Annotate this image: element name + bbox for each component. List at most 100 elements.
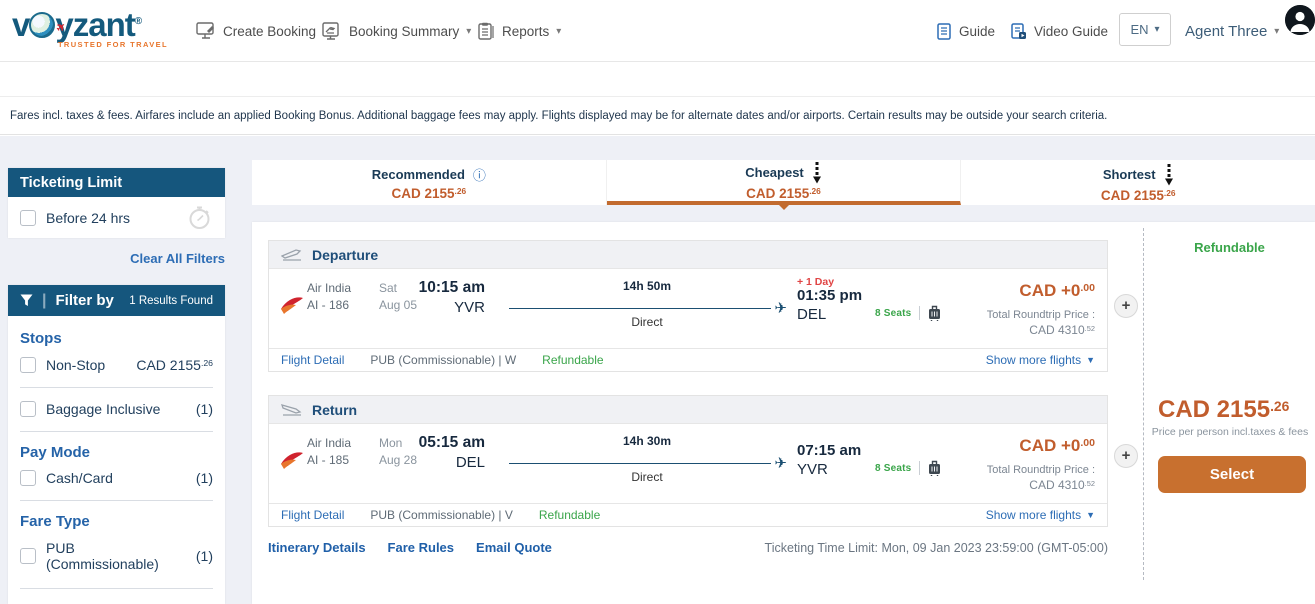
seats-info: 8 Seats: [875, 460, 941, 476]
return-flight-row: Air India AI - 185 Mon Aug 28 05:15 am D…: [269, 424, 1107, 503]
air-india-logo: [281, 297, 303, 314]
non-stop-price: CAD 2155.26: [136, 357, 213, 373]
before-24hrs-label: Before 24 hrs: [46, 209, 131, 226]
agent-menu[interactable]: Agent Three ▾: [1185, 0, 1279, 62]
tab-cheapest[interactable]: Cheapest CAD 2155.26: [606, 160, 962, 210]
price-delta: CAD +0.00: [1019, 436, 1095, 455]
voyzant-logo[interactable]: v ✈ yzant® TRUSTED FOR TRAVEL: [12, 4, 182, 50]
departure-date: Aug 05: [379, 298, 418, 312]
plus-day-badge: + 1 Day: [797, 276, 835, 288]
plane-icon: ✈: [774, 300, 787, 317]
flight-path: 14h 50m ✈ Direct: [509, 269, 787, 348]
globe-icon: ✈: [29, 12, 68, 38]
sort-descending-icon: [812, 161, 821, 183]
pub-commissionable-label: PUB (Commissionable): [46, 540, 159, 572]
cash-card-label: Cash/Card: [46, 470, 113, 486]
seats-info: 8 Seats: [875, 305, 941, 321]
date-block: Mon Aug 28: [379, 435, 417, 469]
tab-cheapest-label: Cheapest: [745, 164, 804, 180]
itinerary-details-link[interactable]: Itinerary Details: [268, 540, 366, 555]
airline-name: Air India: [307, 436, 352, 450]
airline-block: Air India AI - 186: [307, 280, 351, 314]
airline-block: Air India AI - 185: [307, 435, 351, 469]
chevron-down-icon: ▾: [1154, 24, 1160, 35]
show-more-flights-link[interactable]: Show more flights ▼: [985, 508, 1095, 522]
cash-card-row: Cash/Card (1): [8, 470, 225, 486]
tab-shortest[interactable]: Shortest CAD 2155.26: [961, 160, 1315, 205]
expand-departure-button[interactable]: +: [1114, 294, 1138, 318]
flight-detail-link[interactable]: Flight Detail: [281, 353, 345, 367]
nav-booking-summary-label: Booking Summary: [349, 23, 460, 39]
fare-class-label: PUB (Commissionable) | V: [370, 508, 513, 522]
nav-create-booking-label: Create Booking: [223, 23, 317, 39]
divider: [20, 500, 213, 501]
price-block: CAD +0.00 Total Roundtrip Price : CAD 43…: [987, 281, 1095, 337]
departure-time: 05:15 am: [418, 434, 485, 451]
baggage-inclusive-checkbox[interactable]: [20, 401, 36, 417]
divider: [20, 431, 213, 432]
stopwatch-icon: [189, 206, 210, 229]
filter-funnel-icon: [20, 294, 33, 306]
language-selector[interactable]: EN ▾: [1119, 13, 1171, 46]
total-price-label: Total Roundtrip Price :: [986, 309, 1095, 321]
departure-plane-icon: [281, 249, 302, 261]
total-fare: CAD 2155.26: [1158, 396, 1290, 423]
fare-type-section-title: Fare Type: [20, 513, 90, 530]
nav-reports[interactable]: Reports ▾: [478, 0, 561, 62]
stops-label: Direct: [631, 315, 663, 329]
departure-title: Departure: [312, 246, 379, 263]
nav-reports-label: Reports: [502, 23, 550, 39]
chevron-down-icon: ▾: [1274, 25, 1280, 37]
pub-commissionable-row: PUB (Commissionable) (1): [8, 540, 225, 572]
video-guide-icon: [1011, 22, 1026, 39]
fare-note: Price per person incl.taxes & fees: [1151, 426, 1309, 438]
fare-summary-panel: Refundable CAD 2155.26 Price per person …: [1143, 228, 1315, 580]
nav-guide[interactable]: Guide: [937, 0, 995, 62]
path-line: [509, 463, 771, 464]
destination-block: + 1 Day 01:35 pm DEL: [797, 273, 862, 324]
clear-all-filters-wrap: Clear All Filters: [8, 251, 225, 266]
nav-booking-summary[interactable]: Booking Summary ▾: [322, 0, 471, 62]
departure-flight-row: Air India AI - 186 Sat Aug 05 10:15 am Y…: [269, 269, 1107, 348]
departure-date: Aug 28: [379, 453, 418, 467]
cash-card-count: (1): [195, 470, 213, 486]
seats-remaining: 8 Seats: [875, 462, 912, 474]
user-avatar[interactable]: [1285, 5, 1315, 35]
clear-all-filters-link[interactable]: Clear All Filters: [130, 251, 225, 266]
return-card-footer: Flight Detail PUB (Commissionable) | V R…: [269, 503, 1107, 526]
refundable-badge: Refundable: [1194, 240, 1265, 255]
arrival-plane-icon: [281, 404, 302, 416]
language-value: EN: [1130, 22, 1149, 37]
ticketing-limit-card: Ticketing Limit Before 24 hrs: [8, 168, 225, 238]
flight-detail-link[interactable]: Flight Detail: [281, 508, 345, 522]
tab-recommended[interactable]: Recommended ⓘ CAD 2155.26: [252, 160, 607, 205]
nav-create-booking[interactable]: Create Booking: [196, 0, 316, 62]
top-navigation-bar: v ✈ yzant® TRUSTED FOR TRAVEL Create Booki…: [0, 0, 1315, 62]
nav-video-guide[interactable]: Video Guide: [1011, 0, 1108, 62]
departure-time: 10:15 am: [418, 279, 485, 296]
info-icon[interactable]: ⓘ: [472, 167, 486, 183]
non-stop-label: Non-Stop: [46, 357, 106, 373]
show-more-flights-link[interactable]: Show more flights ▼: [985, 353, 1095, 367]
tab-shortest-price: CAD 2155.26: [1100, 187, 1176, 203]
pub-commissionable-checkbox[interactable]: [20, 548, 36, 564]
guide-icon: [937, 22, 951, 40]
total-price-value: CAD 4310.52: [1029, 323, 1095, 337]
cash-card-checkbox[interactable]: [20, 470, 36, 486]
chevron-down-icon: ▾: [556, 25, 562, 37]
origin-airport-code: DEL: [455, 454, 485, 471]
before-24hrs-checkbox[interactable]: [20, 209, 36, 226]
non-stop-checkbox[interactable]: [20, 357, 36, 373]
select-button[interactable]: Select: [1158, 456, 1306, 493]
divider: [919, 461, 921, 475]
email-quote-link[interactable]: Email Quote: [476, 540, 552, 555]
tab-recommended-price: CAD 2155.26: [391, 185, 467, 201]
fare-rules-link[interactable]: Fare Rules: [387, 540, 455, 555]
expand-return-button[interactable]: +: [1114, 444, 1138, 468]
arrival-time: 07:15 am: [797, 442, 862, 459]
nav-video-guide-label: Video Guide: [1034, 23, 1109, 39]
return-title: Return: [312, 401, 358, 418]
chevron-down-icon: ▾: [466, 25, 472, 37]
seats-remaining: 8 Seats: [875, 307, 912, 319]
